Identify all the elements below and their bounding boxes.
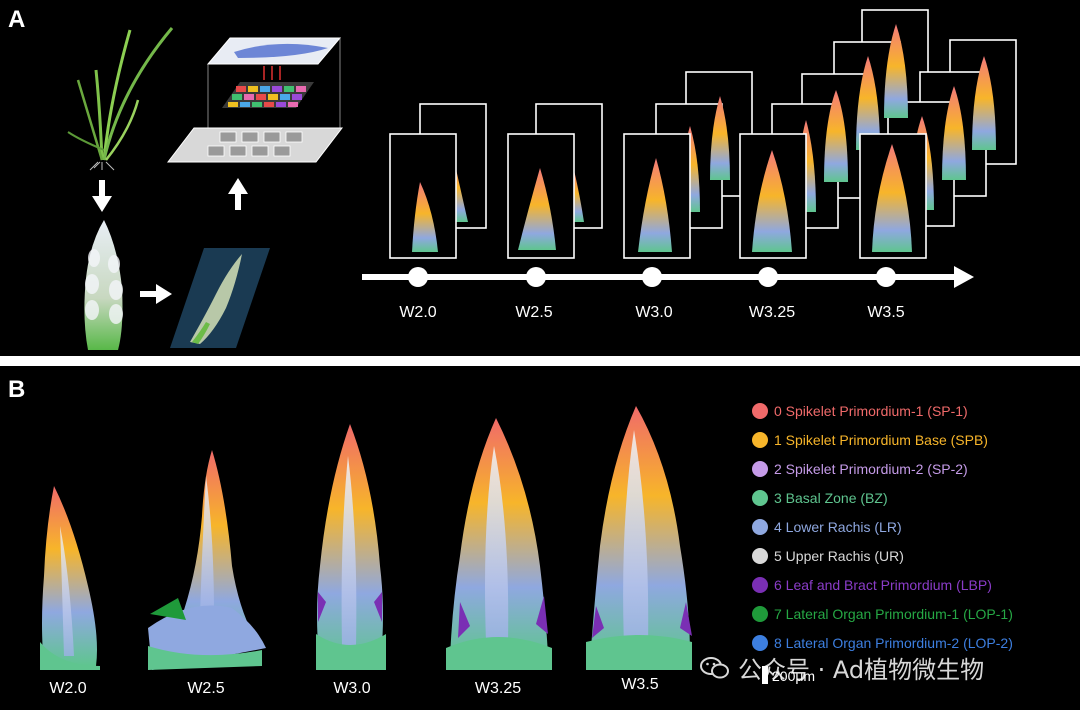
legend-label: 6 Leaf and Bract Primordium (LBP) <box>774 576 992 593</box>
scale-mark <box>762 666 768 684</box>
legend-item: 4 Lower Rachis (LR) <box>752 512 1013 541</box>
legend-item: 1 Spikelet Primordium Base (SPB) <box>752 425 1013 454</box>
legend-item: 8 Lateral Organ Primordium-2 (LOP-2) <box>752 628 1013 657</box>
legend-item: 2 Spikelet Primordium-2 (SP-2) <box>752 454 1013 483</box>
legend-item: 3 Basal Zone (BZ) <box>752 483 1013 512</box>
watermark: 公众号 · Ad植物微生物 <box>700 650 984 685</box>
wechat-icon <box>700 656 729 678</box>
timeline-label-w3-25: W3.25 <box>748 304 796 321</box>
legend-dot <box>752 489 768 506</box>
timeline-label-w2-0: W2.0 <box>399 304 437 321</box>
cluster-map-w3-5 <box>586 406 692 670</box>
legend-dot <box>752 547 768 564</box>
legend-dot <box>752 605 768 622</box>
legend-label: 3 Basal Zone (BZ) <box>774 489 888 506</box>
stage-label-w2-0: W2.0 <box>49 680 87 697</box>
legend-label: 1 Spikelet Primordium Base (SPB) <box>774 431 988 448</box>
panel-b-label: B <box>8 376 26 403</box>
legend-item: 0 Spikelet Primordium-1 (SP-1) <box>752 396 1013 425</box>
cluster-map-w2-0 <box>40 486 100 670</box>
stage-label-w3-0: W3.0 <box>333 680 371 697</box>
legend-label: 2 Spikelet Primordium-2 (SP-2) <box>774 460 968 477</box>
timeline-label-w3-5: W3.5 <box>867 304 905 321</box>
legend-dot <box>752 634 768 651</box>
panel-a-label: A <box>8 6 26 33</box>
arrow-down-icon <box>92 180 112 212</box>
legend-item: 5 Upper Rachis (UR) <box>752 541 1013 570</box>
panel-divider <box>0 356 1080 366</box>
cluster-map-w3-0 <box>316 424 386 670</box>
watermark-text: 公众号 · Ad植物微生物 <box>738 656 985 684</box>
legend-dot <box>752 576 768 593</box>
stage-label-w2-5: W2.5 <box>187 680 225 697</box>
legend-label: 5 Upper Rachis (UR) <box>774 547 904 564</box>
spike-on-slide-image <box>170 248 270 348</box>
cluster-legend: 0 Spikelet Primordium-1 (SP-1) 1 Spikele… <box>752 396 1013 657</box>
panel-b: B <box>0 366 1080 710</box>
legend-dot <box>752 518 768 535</box>
stage-label-w3-25: W3.25 <box>474 680 522 697</box>
legend-item: 7 Lateral Organ Primordium-1 (LOP-1) <box>752 599 1013 628</box>
legend-label: 0 Spikelet Primordium-1 (SP-1) <box>774 402 968 419</box>
arrow-up-icon <box>228 178 248 210</box>
legend-dot <box>752 460 768 477</box>
timeline-label-w3-0: W3.0 <box>635 304 673 321</box>
arrow-right-icon <box>140 284 172 304</box>
legend-label: 8 Lateral Organ Primordium-2 (LOP-2) <box>774 634 1013 651</box>
scale-bar: 200μm <box>762 666 815 684</box>
stage-label-w3-5: W3.5 <box>621 676 659 693</box>
wheat-plant-icon <box>67 27 174 171</box>
timeline-label-w2-5: W2.5 <box>515 304 553 321</box>
legend-label: 7 Lateral Organ Primordium-1 (LOP-1) <box>774 605 1013 622</box>
scale-bar-label: 200μm <box>772 668 816 684</box>
stacked-section-frames <box>362 9 1017 288</box>
legend-label: 4 Lower Rachis (LR) <box>774 518 902 535</box>
wheat-spike-photo <box>84 220 123 350</box>
spatial-cluster-maps <box>40 406 692 670</box>
spatial-transcriptomics-stack-diagram <box>166 37 344 163</box>
panel-a: A <box>8 6 1017 350</box>
cluster-map-w3-25 <box>446 418 552 670</box>
legend-dot <box>752 431 768 448</box>
legend-item: 6 Leaf and Bract Primordium (LBP) <box>752 570 1013 599</box>
legend-dot <box>752 402 768 419</box>
cluster-map-w2-5 <box>148 450 266 670</box>
